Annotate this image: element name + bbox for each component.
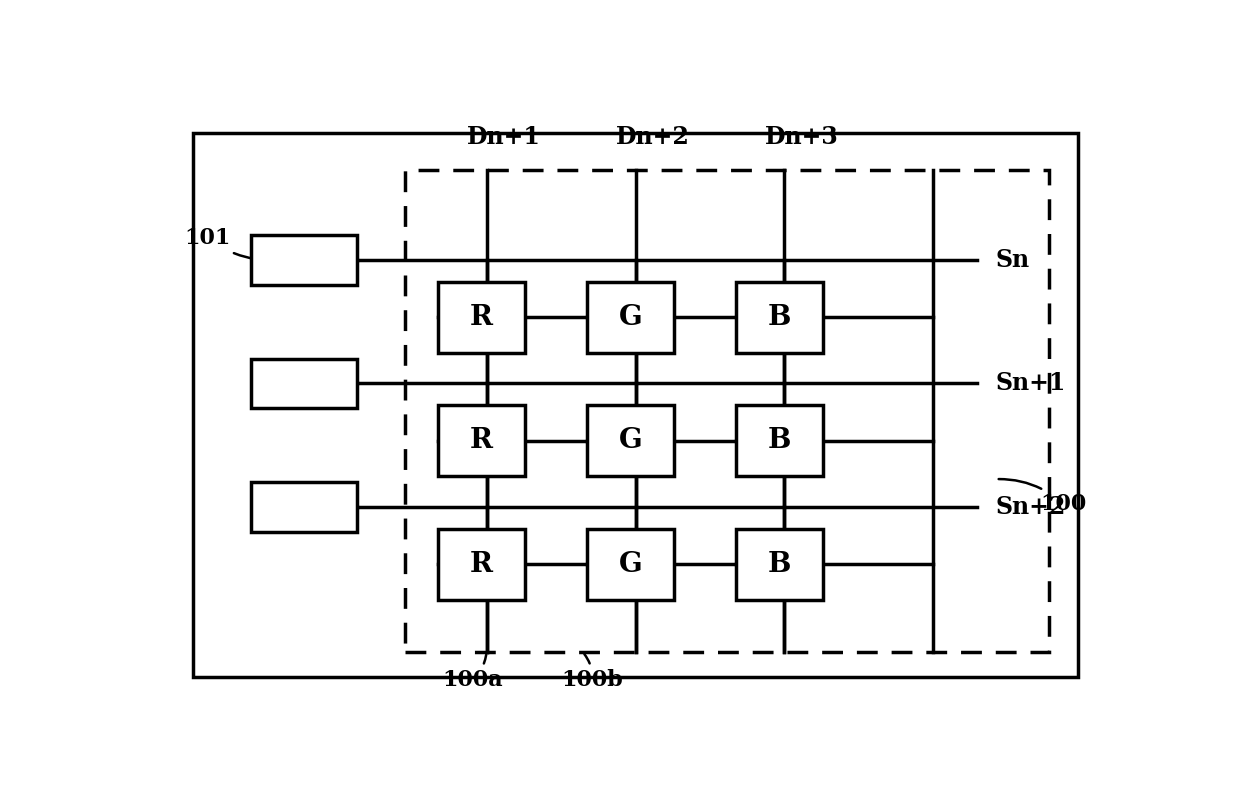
Text: B: B [768,550,791,577]
Bar [439,282,525,353]
Text: G: G [619,303,642,330]
Bar [404,170,1049,652]
Text: R: R [470,550,494,577]
Text: Sn+1: Sn+1 [996,371,1066,395]
Bar [250,482,357,532]
Text: 100a: 100a [441,654,502,691]
Bar [250,235,357,285]
Text: B: B [768,303,791,330]
Bar [588,529,675,600]
Bar [439,529,525,600]
Text: R: R [470,427,494,454]
Bar [439,405,525,476]
Text: Dn+1: Dn+1 [467,125,541,148]
Text: 101: 101 [185,227,285,261]
Bar [737,282,823,353]
Bar [250,358,357,408]
Text: R: R [470,303,494,330]
Text: 100b: 100b [562,654,624,691]
Bar [588,405,675,476]
Text: 100: 100 [998,479,1086,515]
Text: B: B [768,427,791,454]
Text: Sn+2: Sn+2 [996,495,1066,519]
Bar [588,282,675,353]
Text: G: G [619,550,642,577]
Bar [737,529,823,600]
Bar [737,405,823,476]
Bar [193,133,1078,677]
Text: Dn+3: Dn+3 [765,125,839,148]
Text: Sn: Sn [996,248,1030,272]
Text: Dn+2: Dn+2 [616,125,691,148]
Text: G: G [619,427,642,454]
